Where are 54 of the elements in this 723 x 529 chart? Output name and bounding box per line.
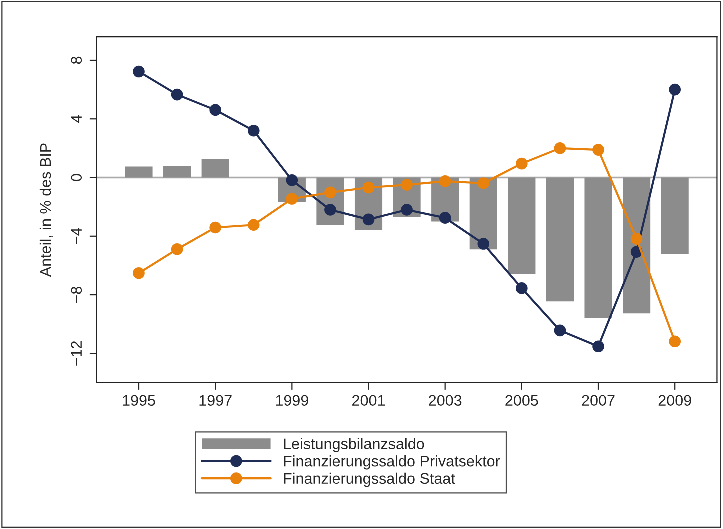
x-tick-label: 2007 xyxy=(582,395,615,406)
legend-label: Finanzierungssaldo Privatsektor xyxy=(284,456,500,470)
point xyxy=(210,104,222,116)
x-tick-label: 2001 xyxy=(352,395,386,406)
y-tick-label: 0 xyxy=(71,174,82,182)
point xyxy=(478,178,490,190)
y-tick-label: −8 xyxy=(71,286,82,303)
x-tick-label: 1995 xyxy=(123,395,156,406)
legend-label: Finanzierungssaldo Staat xyxy=(284,472,456,488)
point xyxy=(286,193,298,205)
bar xyxy=(125,166,153,178)
y-tick-label: 8 xyxy=(71,56,82,64)
x-tick-label: 1997 xyxy=(200,395,232,406)
bar xyxy=(508,178,536,275)
bar xyxy=(661,178,689,254)
bar xyxy=(164,166,192,178)
point xyxy=(401,204,413,216)
bar xyxy=(584,178,612,318)
point xyxy=(210,222,222,234)
point xyxy=(669,336,681,348)
bar xyxy=(202,159,230,178)
point xyxy=(592,340,604,353)
y-tick-label: 4 xyxy=(71,115,82,124)
x-tick-label: 2003 xyxy=(429,395,462,406)
point xyxy=(554,324,566,337)
point xyxy=(516,158,528,170)
point xyxy=(324,204,336,216)
x-tick-label: 2005 xyxy=(506,395,538,406)
point xyxy=(439,212,452,224)
point xyxy=(516,282,528,294)
x-tick-label: 2009 xyxy=(658,395,692,406)
legend-label: Leistungsbilanzsaldo xyxy=(284,438,424,453)
y-tick-label: −12 xyxy=(71,341,82,366)
point xyxy=(362,182,375,194)
point xyxy=(401,179,413,191)
point xyxy=(248,219,260,232)
point xyxy=(133,267,145,280)
point xyxy=(478,238,490,250)
point xyxy=(592,144,604,156)
point xyxy=(171,244,184,256)
point xyxy=(248,124,260,137)
point xyxy=(362,214,375,226)
point xyxy=(439,176,452,188)
point xyxy=(669,84,681,96)
point xyxy=(630,233,643,245)
y-tick-label: −4 xyxy=(71,228,82,244)
point xyxy=(171,88,184,101)
y-axis-title: Anteil, in % des BIP xyxy=(40,144,53,278)
bar xyxy=(546,178,574,302)
point xyxy=(324,186,336,199)
point xyxy=(133,66,145,78)
point xyxy=(554,142,566,154)
x-tick-label: 1999 xyxy=(276,395,308,406)
point xyxy=(286,174,298,186)
